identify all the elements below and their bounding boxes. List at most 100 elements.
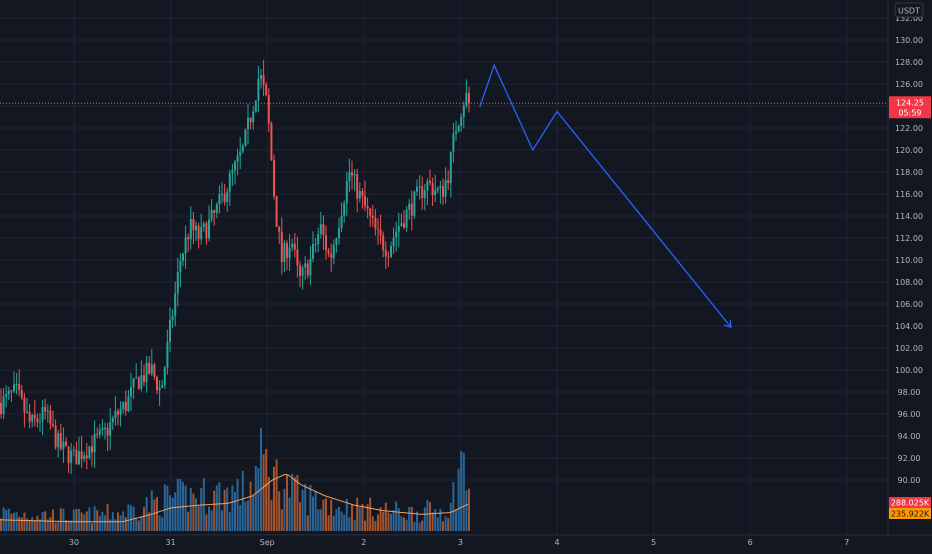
volume-bar: [52, 509, 54, 531]
volume-bar: [241, 470, 244, 531]
candle-body: [288, 247, 291, 259]
candle-body: [387, 256, 390, 258]
candle-body: [234, 161, 236, 171]
volume-bar: [231, 485, 234, 531]
volume-bar: [332, 515, 335, 531]
volume-bar: [18, 516, 21, 531]
candle-body: [283, 243, 286, 262]
candle-body: [67, 446, 70, 464]
volume-bar: [377, 514, 379, 531]
candle-body: [23, 397, 26, 413]
volume-bar: [234, 491, 236, 531]
candle-body: [83, 455, 86, 460]
volume-bar: [322, 499, 325, 531]
candle-body: [117, 411, 119, 415]
volume-bar: [299, 502, 301, 531]
volume-bar: [26, 518, 28, 531]
candle-body: [369, 208, 372, 216]
volume-ma: [0, 473, 469, 523]
volume-bar: [218, 482, 221, 531]
price-tick-label: 122.00: [895, 124, 923, 133]
candle-body: [280, 231, 283, 262]
volume-bar: [140, 516, 143, 531]
price-tick-label: 90.00: [898, 476, 921, 485]
volume-bar: [418, 522, 421, 531]
volume-bar: [283, 488, 286, 531]
time-tick-label: 6: [748, 538, 753, 547]
volume-bar: [278, 491, 281, 531]
volume-bar: [223, 489, 226, 531]
price-tick-label: 130.00: [895, 36, 923, 45]
candle-body: [200, 226, 203, 240]
volume-bar: [88, 507, 91, 531]
volume-bar: [10, 513, 13, 531]
volume-bar: [312, 496, 314, 531]
grid: [0, 0, 888, 535]
volume-bar: [208, 506, 210, 531]
candle-body: [137, 377, 140, 389]
candle-body: [171, 315, 174, 321]
candle-body: [189, 218, 192, 240]
candle-body: [442, 186, 444, 197]
candle-body: [270, 123, 273, 160]
volume-bar: [158, 515, 161, 531]
candle-body: [444, 180, 447, 197]
candle-body: [267, 95, 270, 124]
candle-body: [57, 433, 60, 448]
projection-path: [479, 63, 732, 328]
volume-bar: [280, 509, 283, 531]
candle-body: [197, 225, 200, 240]
candle-body: [223, 193, 226, 202]
volume-badge: [889, 497, 931, 508]
time-scale-bg[interactable]: [0, 535, 888, 550]
price-scale-bg[interactable]: [888, 0, 932, 535]
candle-body: [299, 265, 301, 277]
time-tick-label: Sep: [260, 538, 275, 547]
volume-bar: [59, 508, 62, 531]
volume-bar: [301, 489, 304, 531]
candle-body: [161, 385, 164, 388]
volume-bar: [96, 510, 99, 531]
price-tick-label: 118.00: [895, 168, 923, 177]
price-tick-label: 128.00: [895, 58, 923, 67]
volume-bar: [405, 519, 408, 531]
currency-button[interactable]: USDT: [894, 2, 924, 18]
volume-bar: [197, 506, 200, 531]
volume-bar: [379, 507, 382, 531]
volume-bar: [46, 519, 49, 531]
candle-body: [379, 229, 382, 236]
candle-body: [332, 245, 335, 259]
candle-body: [257, 78, 260, 101]
volume-bar: [288, 497, 291, 531]
candle-body: [218, 193, 221, 205]
candle-body: [338, 227, 340, 239]
volume-bar: [364, 520, 366, 531]
candle-body: [28, 411, 31, 422]
volume-bar: [434, 509, 437, 531]
candle-body: [205, 223, 208, 239]
candle-body: [104, 427, 106, 429]
candle-body: [452, 133, 455, 152]
candle-body: [343, 203, 346, 216]
volume-bar: [187, 511, 190, 531]
candle-body: [98, 430, 101, 435]
candle-body: [278, 226, 281, 232]
candle-body: [2, 396, 5, 414]
candle-body: [327, 250, 330, 254]
candle-body: [254, 100, 257, 112]
candle-body: [384, 250, 387, 257]
volume-bar: [449, 502, 452, 531]
volume-bar: [351, 505, 353, 531]
time-axis[interactable]: 30 31 Sep 2 3 4 5 6 7: [69, 538, 849, 547]
candle-body: [405, 209, 408, 228]
volume-bar: [179, 478, 182, 531]
time-tick-label: 3: [458, 538, 463, 547]
volume-bar: [148, 512, 151, 531]
volume-bar: [317, 509, 320, 531]
volume-bar: [353, 519, 356, 531]
candle-body: [356, 173, 359, 199]
volume-bar: [306, 515, 309, 531]
candle-body: [265, 84, 268, 96]
volume-bar: [150, 490, 153, 531]
